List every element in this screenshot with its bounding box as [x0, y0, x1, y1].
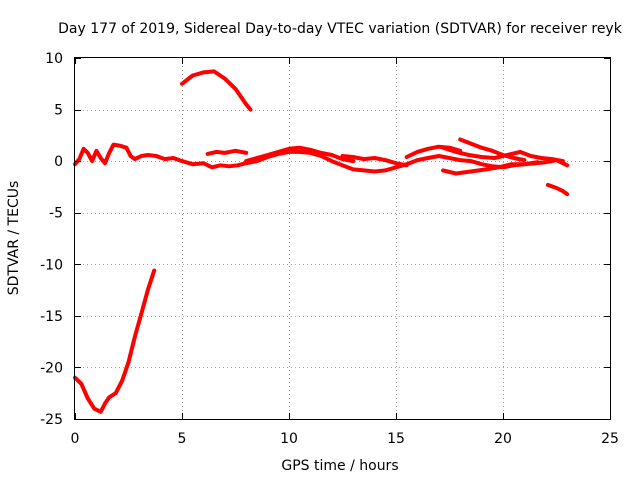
series-arc-4	[205, 148, 249, 156]
grid-layer	[75, 58, 610, 419]
y-tick-label: -20	[40, 360, 63, 376]
series-arc-9	[441, 145, 565, 164]
y-tick-label: -25	[40, 412, 63, 428]
series-arc-8	[458, 137, 527, 163]
series-arc-11	[545, 182, 570, 197]
x-tick-label: 25	[601, 431, 619, 447]
x-tick-label: 15	[387, 431, 405, 447]
tick-layer	[75, 58, 611, 420]
x-tick-label: 5	[178, 431, 187, 447]
y-tick-label: 10	[45, 51, 63, 67]
chart-title: Day 177 of 2019, Sidereal Day-to-day VTE…	[58, 21, 623, 37]
y-tick-label: -10	[40, 257, 63, 273]
y-tick-label: 5	[54, 103, 63, 119]
x-axis-label: GPS time / hours	[281, 458, 398, 474]
x-tick-label: 0	[71, 431, 80, 447]
series-arc-6	[340, 154, 409, 168]
y-tick-label: -5	[49, 206, 63, 222]
plot-frame	[74, 57, 611, 420]
series-arc-2	[180, 69, 253, 112]
series-arc-5	[244, 145, 356, 164]
x-tick-label: 10	[280, 431, 298, 447]
y-tick-labels: -25 -20 -15 -10 -5 0 5 10	[40, 51, 63, 428]
series-arc-10	[441, 160, 540, 176]
series-arc-1	[73, 268, 157, 414]
y-axis-label: SDTVAR / TECUs	[6, 181, 22, 296]
x-tick-labels: 0 5 10 15 20 25	[71, 431, 619, 447]
x-tick-label: 20	[494, 431, 512, 447]
series-arc-7	[404, 144, 463, 159]
series-layer	[73, 69, 570, 414]
y-tick-label: -15	[40, 309, 63, 325]
y-tick-label: 0	[54, 154, 63, 170]
